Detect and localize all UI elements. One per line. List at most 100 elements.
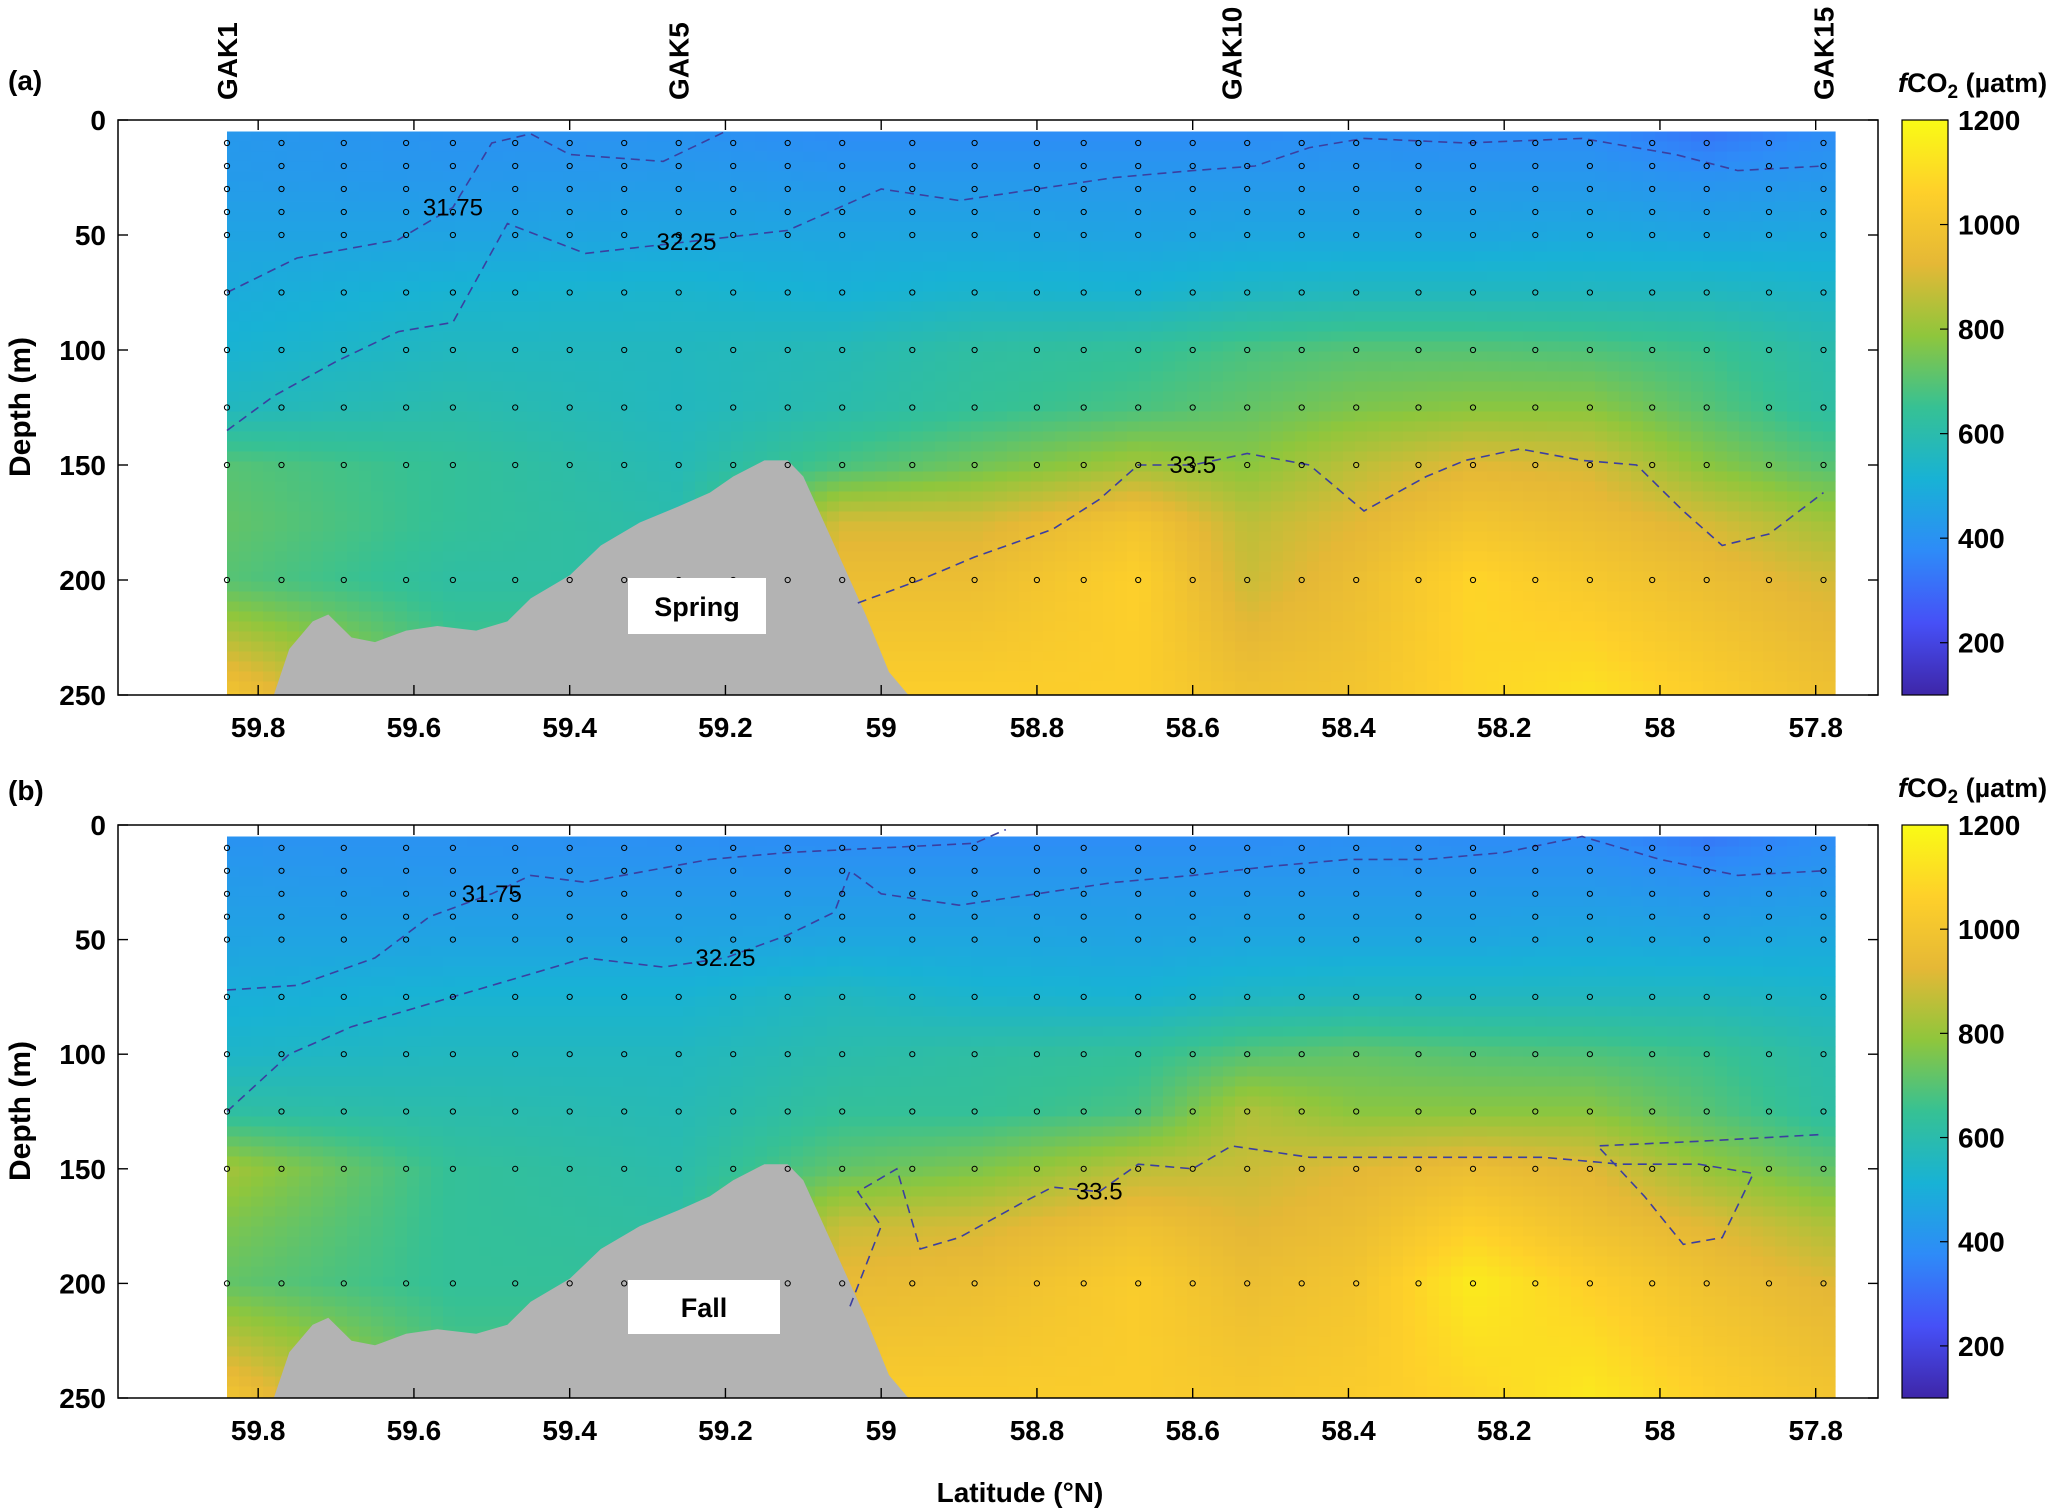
fco2-cell: [1823, 351, 1836, 363]
fco2-cell: [1751, 261, 1764, 273]
fco2-cell: [1343, 151, 1356, 163]
fco2-cell: [1439, 331, 1452, 343]
fco2-cell: [1115, 401, 1128, 413]
fco2-cell: [1319, 371, 1332, 383]
fco2-cell: [983, 371, 996, 383]
fco2-cell: [491, 361, 504, 373]
fco2-cell: [1475, 491, 1488, 503]
fco2-cell: [1199, 451, 1212, 463]
fco2-cell: [1511, 341, 1524, 353]
fco2-cell: [1463, 431, 1476, 443]
fco2-cell: [1535, 181, 1548, 193]
fco2-cell: [1091, 201, 1104, 213]
fco2-cell: [299, 421, 312, 433]
fco2-cell: [1703, 251, 1716, 263]
fco2-cell: [959, 431, 972, 443]
fco2-cell: [611, 301, 624, 313]
fco2-cell: [1559, 401, 1572, 413]
fco2-cell: [623, 311, 636, 323]
fco2-cell: [443, 201, 456, 213]
fco2-cell: [959, 461, 972, 473]
fco2-cell: [551, 141, 564, 153]
fco2-cell: [1547, 141, 1560, 153]
fco2-cell: [863, 271, 876, 283]
fco2-cell: [803, 311, 816, 323]
fco2-cell: [1667, 371, 1680, 383]
fco2-cell: [1655, 161, 1668, 173]
fco2-cell: [635, 461, 648, 473]
fco2-cell: [935, 211, 948, 223]
fco2-cell: [1163, 371, 1176, 383]
fco2-cell: [1391, 391, 1404, 403]
fco2-cell: [1499, 451, 1512, 463]
fco2-cell: [431, 141, 444, 153]
fco2-cell: [899, 371, 912, 383]
fco2-cell: [251, 411, 264, 423]
fco2-cell: [371, 271, 384, 283]
fco2-cell: [1475, 141, 1488, 153]
fco2-cell: [1103, 491, 1116, 503]
fco2-cell: [1727, 331, 1740, 343]
fco2-cell: [311, 181, 324, 193]
fco2-cell: [1571, 221, 1584, 233]
fco2-cell: [1367, 401, 1380, 413]
fco2-cell: [1655, 441, 1668, 453]
fco2-cell: [719, 381, 732, 393]
fco2-cell: [1571, 191, 1584, 203]
fco2-cell: [1139, 251, 1152, 263]
fco2-cell: [1379, 351, 1392, 363]
fco2-cell: [815, 411, 828, 423]
fco2-cell: [275, 321, 288, 333]
fco2-cell: [491, 301, 504, 313]
fco2-cell: [1307, 141, 1320, 153]
fco2-cell: [1583, 481, 1596, 493]
fco2-cell: [563, 261, 576, 273]
fco2-cell: [1607, 441, 1620, 453]
fco2-cell: [875, 411, 888, 423]
fco2-cell: [395, 271, 408, 283]
fco2-cell: [1211, 211, 1224, 223]
fco2-cell: [251, 401, 264, 413]
fco2-cell: [851, 311, 864, 323]
fco2-cell: [671, 301, 684, 313]
fco2-cell: [1619, 311, 1632, 323]
fco2-cell: [239, 441, 252, 453]
fco2-cell: [1487, 401, 1500, 413]
fco2-cell: [695, 231, 708, 243]
fco2-cell: [287, 431, 300, 443]
fco2-cell: [1031, 451, 1044, 463]
fco2-cell: [455, 341, 468, 353]
fco2-cell: [1643, 431, 1656, 443]
fco2-cell: [815, 491, 828, 503]
fco2-cell: [551, 421, 564, 433]
fco2-cell: [1259, 371, 1272, 383]
fco2-cell: [539, 231, 552, 243]
fco2-cell: [827, 151, 840, 163]
fco2-cell: [455, 441, 468, 453]
fco2-cell: [335, 331, 348, 343]
fco2-cell: [659, 161, 672, 173]
fco2-cell: [695, 171, 708, 183]
fco2-cell: [1727, 231, 1740, 243]
fco2-cell: [1283, 211, 1296, 223]
fco2-cell: [1655, 201, 1668, 213]
fco2-cell: [659, 271, 672, 283]
fco2-cell: [623, 231, 636, 243]
fco2-cell: [995, 311, 1008, 323]
fco2-cell: [527, 241, 540, 253]
fco2-cell: [371, 131, 384, 143]
fco2-cell: [767, 391, 780, 403]
fco2-cell: [251, 131, 264, 143]
fco2-cell: [719, 361, 732, 373]
fco2-cell: [875, 431, 888, 443]
fco2-cell: [1823, 151, 1836, 163]
fco2-cell: [815, 181, 828, 193]
fco2-cell: [1187, 401, 1200, 413]
fco2-cell: [359, 261, 372, 273]
fco2-cell: [791, 411, 804, 423]
fco2-cell: [863, 361, 876, 373]
fco2-cell: [1343, 201, 1356, 213]
fco2-cell: [299, 321, 312, 333]
fco2-cell: [1151, 161, 1164, 173]
fco2-cell: [227, 491, 240, 503]
